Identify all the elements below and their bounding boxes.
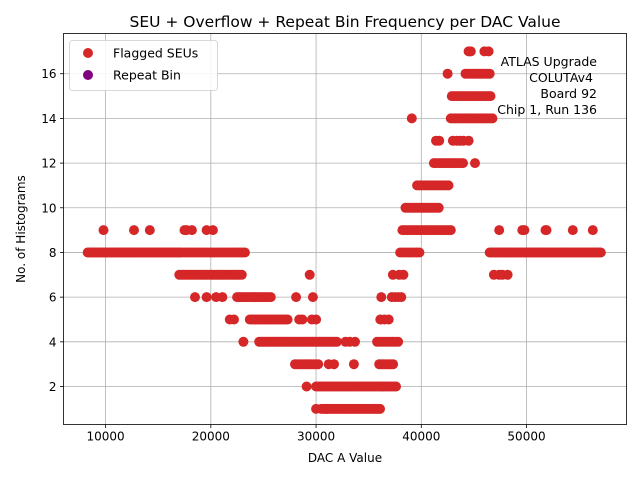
legend-label-repeat-bin: Repeat Bin	[113, 68, 181, 83]
data-point	[207, 225, 218, 236]
data-point	[311, 403, 322, 414]
data-point	[98, 225, 109, 236]
data-point	[376, 292, 387, 303]
data-point	[483, 46, 494, 57]
data-point	[229, 314, 239, 325]
data-point	[239, 247, 250, 258]
data-point	[433, 202, 444, 213]
y-tick-label: 16	[41, 67, 56, 81]
data-point	[485, 91, 496, 102]
data-point	[587, 225, 598, 236]
data-point	[217, 292, 228, 303]
data-point	[238, 336, 249, 347]
data-point	[129, 225, 139, 236]
data-point	[484, 68, 495, 79]
data-point	[465, 46, 476, 57]
axes-frame	[63, 33, 627, 425]
data-point	[291, 292, 302, 303]
legend: Flagged SEUs Repeat Bin	[69, 40, 218, 91]
y-tick-label: 10	[41, 201, 56, 215]
data-point	[375, 403, 385, 414]
x-tick-label: 50000	[507, 430, 545, 444]
data-point	[414, 247, 425, 258]
y-tick-label: 12	[41, 157, 56, 171]
data-point	[311, 314, 322, 325]
annotation-line: COLUTAv4	[529, 70, 593, 85]
annotation-line: Board 92	[540, 86, 597, 101]
annotation: ATLAS Upgrade COLUTAv4 Board 92 Chip 1, …	[497, 54, 597, 117]
data-point	[304, 269, 315, 280]
data-point	[443, 180, 454, 191]
data-point	[434, 135, 445, 146]
y-tick-label: 8	[49, 246, 57, 260]
data-point	[331, 336, 342, 347]
data-point	[201, 292, 212, 303]
data-point	[391, 381, 401, 392]
data-point	[470, 158, 480, 169]
data-point	[458, 158, 468, 169]
data-point	[541, 225, 552, 236]
x-tick-label: 10000	[86, 430, 124, 444]
data-point	[313, 359, 324, 370]
data-point	[502, 269, 513, 280]
chart-title: SEU + Overflow + Repeat Bin Frequency pe…	[129, 13, 560, 31]
data-point	[487, 113, 498, 124]
data-point	[265, 292, 276, 303]
data-point	[398, 269, 409, 280]
data-point	[379, 314, 390, 325]
annotation-line: ATLAS Upgrade	[501, 54, 598, 69]
x-tick-label: 30000	[297, 430, 335, 444]
legend-label-flagged-seus: Flagged SEUs	[113, 46, 198, 61]
data-point	[519, 225, 530, 236]
data-points	[82, 46, 606, 414]
y-tick-label: 2	[49, 380, 57, 394]
legend-marker-flagged-seus	[83, 48, 93, 58]
y-axis-label: No. of Histograms	[14, 175, 28, 283]
data-point	[494, 225, 505, 236]
data-point	[567, 225, 578, 236]
annotation-line: Chip 1, Run 136	[497, 102, 597, 117]
data-point	[445, 225, 456, 236]
data-point	[406, 113, 417, 124]
y-tick-label: 6	[49, 291, 57, 305]
legend-marker-repeat-bin	[83, 70, 93, 80]
data-point	[301, 381, 312, 392]
legend-box	[69, 40, 218, 91]
data-point	[396, 292, 407, 303]
data-point	[393, 336, 404, 347]
data-point	[186, 225, 197, 236]
data-point	[282, 314, 293, 325]
y-tick-label: 14	[41, 112, 56, 126]
data-point	[329, 359, 339, 370]
data-point	[236, 269, 247, 280]
x-tick-label: 20000	[192, 430, 230, 444]
data-point	[442, 68, 453, 79]
data-point	[595, 247, 606, 258]
y-tick-label: 4	[49, 335, 57, 349]
data-point	[340, 336, 351, 347]
data-point	[321, 403, 332, 414]
data-point	[348, 359, 359, 370]
x-axis-label: DAC A Value	[308, 451, 382, 465]
data-point	[388, 359, 399, 370]
axis-ticks: 10000 20000 30000 40000 50000 2 4 6 8 10 12 14 16	[41, 67, 545, 443]
x-tick-label: 40000	[402, 430, 440, 444]
data-point	[297, 314, 308, 325]
data-point	[307, 292, 318, 303]
data-point	[350, 336, 360, 347]
data-point	[463, 135, 474, 146]
data-point	[144, 225, 155, 236]
data-point	[190, 292, 200, 303]
